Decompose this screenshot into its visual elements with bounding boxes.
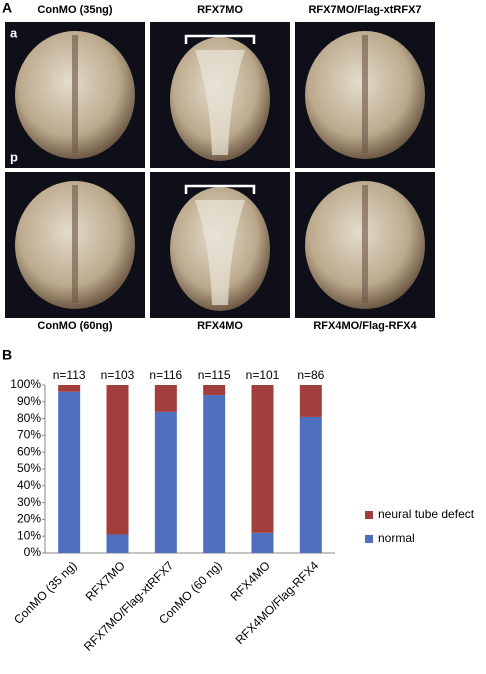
y-tick-label: 0%: [24, 545, 42, 559]
bracket: [184, 184, 256, 194]
y-tick-label: 10%: [17, 528, 41, 542]
orientation-label: a: [10, 25, 18, 40]
bar-segment: [58, 391, 81, 553]
neural-plate: [195, 50, 245, 155]
bar-segment: [106, 534, 129, 553]
bar-segment: [106, 385, 129, 535]
y-tick-label: 60%: [17, 444, 41, 458]
bar-segment: [58, 385, 81, 392]
panel-label: B: [2, 347, 12, 363]
y-tick-label: 20%: [17, 512, 41, 526]
x-tick-label: RFX7MO: [83, 558, 128, 603]
n-label: n=86: [297, 368, 324, 382]
bar-segment: [203, 395, 226, 553]
n-label: n=116: [149, 368, 182, 382]
bar-segment: [299, 416, 322, 553]
orientation-label: p: [10, 149, 18, 164]
photo-label: RFX4MO/Flag-RFX4: [313, 320, 417, 332]
photo-label: RFX7MO/Flag-xtRFX7: [308, 4, 421, 16]
y-tick-label: 70%: [17, 428, 41, 442]
bracket: [184, 34, 256, 44]
legend-swatch: [365, 511, 373, 519]
neural-tube: [362, 35, 368, 153]
y-tick-label: 50%: [17, 461, 41, 475]
y-tick-label: 40%: [17, 478, 41, 492]
bar-segment: [251, 385, 274, 533]
photo-label: RFX4MO: [197, 320, 243, 332]
photo-label: RFX7MO: [197, 4, 243, 16]
bar-segment: [299, 385, 322, 417]
embryo-photos: ConMO (35ng) RFX7MO RFX7MO/Flag-xtRFX7 ConM…: [5, 4, 435, 332]
legend-label: normal: [378, 531, 415, 545]
bar-segment: [251, 532, 274, 553]
legend-label: neural tube defect: [378, 507, 475, 521]
y-tick-label: 30%: [17, 495, 41, 509]
panel-label: A: [2, 0, 12, 16]
y-tick-label: 100%: [10, 377, 41, 391]
n-label: n=115: [198, 368, 231, 382]
x-tick-label: RFX4MO: [228, 558, 273, 603]
legend-swatch: [365, 535, 373, 543]
bar-segment: [154, 411, 177, 553]
photo-label: ConMO (35ng): [37, 4, 112, 16]
bar-chart: 0% 10% 20% 30% 40% 50% 60% 70% 80% 90% 100% n=113 Co…: [10, 368, 474, 654]
x-tick-label: RFX4MO/Flag-RFX4: [233, 558, 322, 647]
n-label: n=101: [246, 368, 280, 382]
y-tick-label: 90%: [17, 394, 41, 408]
bar-segment: [203, 385, 226, 396]
x-tick-label: ConMO (35 ng): [11, 558, 79, 626]
y-tick-label: 80%: [17, 411, 41, 425]
n-label: n=113: [53, 368, 86, 382]
neural-tube: [72, 185, 78, 303]
neural-tube: [72, 35, 78, 153]
bar-segment: [154, 385, 177, 412]
photo-label: ConMO (60ng): [37, 320, 112, 332]
n-label: n=103: [101, 368, 135, 382]
neural-plate: [195, 200, 245, 305]
neural-tube: [362, 185, 368, 303]
x-tick-label: RFX7MO/Flag-xtRFX7: [81, 558, 176, 653]
